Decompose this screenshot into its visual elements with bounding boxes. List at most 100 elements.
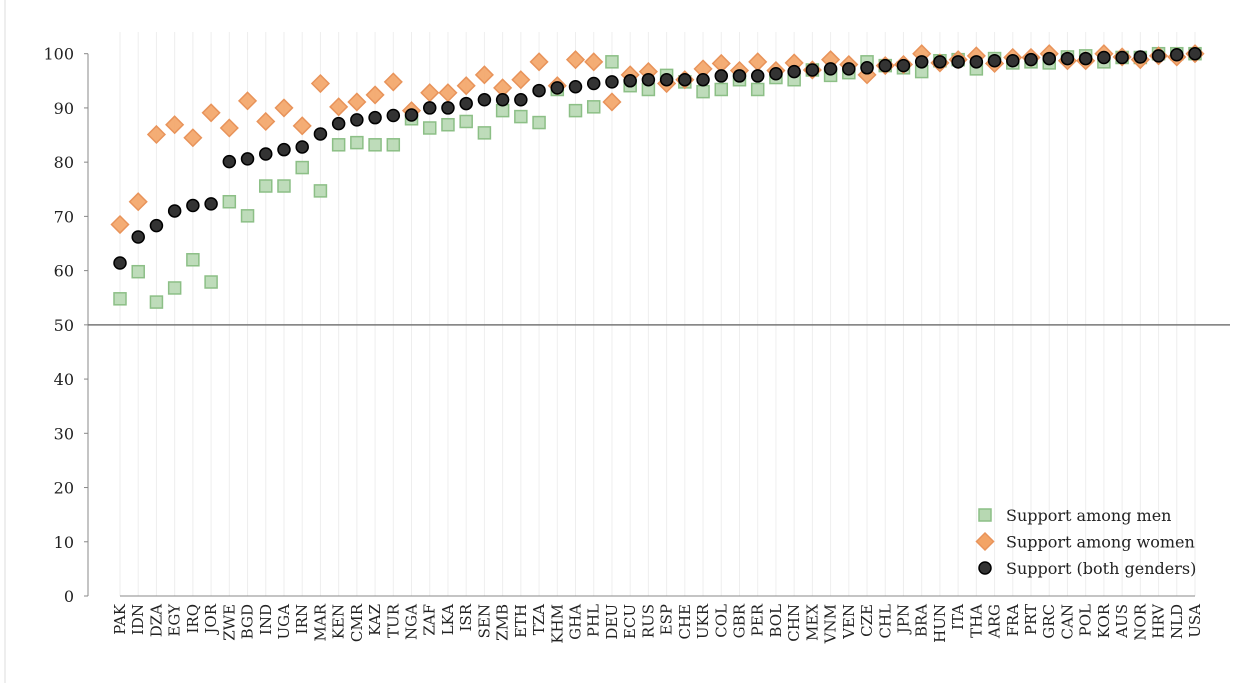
x-tick-label: THA — [967, 604, 985, 638]
x-tick-label: RUS — [639, 604, 657, 638]
marker-diamond — [201, 103, 221, 123]
x-tick-label: AUS — [1113, 604, 1131, 639]
x-tick-label: CHN — [785, 604, 803, 642]
marker-circle — [714, 69, 729, 83]
marker-diamond — [420, 83, 440, 103]
marker-circle — [514, 93, 528, 107]
x-tick-label: ESP — [658, 604, 676, 635]
x-tick-label: ISR — [457, 603, 475, 631]
marker-circle — [969, 55, 984, 69]
marker-circle — [860, 61, 874, 75]
marker-square — [186, 253, 200, 267]
marker-circle — [787, 64, 801, 79]
marker-circle — [732, 69, 747, 83]
marker-square — [277, 179, 291, 193]
x-tick-label: KEN — [330, 604, 348, 639]
marker-circle — [805, 63, 820, 77]
marker-square — [532, 115, 546, 130]
marker-circle — [1188, 46, 1202, 61]
marker-circle — [386, 108, 401, 123]
marker-circle — [277, 142, 291, 157]
x-tick-label: MEX — [803, 604, 821, 641]
marker-circle — [495, 93, 510, 107]
marker-square — [350, 135, 364, 150]
x-tick-label: EGY — [166, 603, 184, 637]
marker-diamond — [511, 70, 531, 90]
x-tick-label: IND — [257, 604, 275, 635]
x-tick-label: CMR — [348, 603, 366, 642]
x-tick-label: KHM — [548, 604, 566, 644]
y-tick-label: 20 — [54, 479, 74, 498]
marker-circle — [441, 101, 455, 115]
marker-circle — [532, 83, 546, 98]
x-tick-label: BGD — [239, 604, 257, 639]
y-tick-label: 30 — [54, 424, 74, 443]
marker-circle — [678, 72, 692, 87]
x-tick-label: ETH — [512, 604, 530, 638]
marker-square — [568, 103, 583, 118]
marker-square — [368, 138, 382, 152]
marker-square — [750, 82, 765, 97]
marker-circle — [368, 110, 382, 125]
x-tick-label: DEU — [603, 604, 621, 640]
marker-circle — [1060, 51, 1075, 66]
marker-diamond — [183, 128, 203, 148]
marker-diamond — [310, 73, 330, 94]
x-tick-label: PAK — [111, 603, 129, 635]
x-tick-label: ITA — [949, 604, 967, 630]
x-tick-label: IRN — [293, 604, 311, 634]
x-tick-label: NOR — [1131, 603, 1149, 640]
marker-square — [441, 117, 455, 132]
x-tick-label: COL — [712, 604, 730, 638]
marker-square — [714, 82, 729, 97]
marker-circle — [131, 230, 145, 244]
marker-circle — [1078, 51, 1093, 66]
x-tick-label: UGA — [275, 604, 293, 640]
x-tick-label: IRQ — [184, 604, 202, 634]
marker-diamond — [565, 50, 586, 70]
marker-square — [240, 209, 255, 223]
x-tick-label: ZAF — [421, 604, 439, 636]
marker-circle — [951, 55, 965, 69]
x-tick-label: PER — [749, 603, 767, 636]
marker-diamond — [456, 76, 476, 96]
marker-square — [459, 114, 473, 129]
marker-diamond — [347, 92, 367, 112]
marker-circle — [1115, 50, 1129, 65]
x-tick-label: VNM — [822, 604, 840, 644]
marker-circle — [113, 256, 127, 270]
x-tick-label: HUN — [931, 604, 949, 643]
marker-circle — [914, 55, 929, 69]
marker-circle — [313, 127, 328, 141]
x-tick-label: SEN — [475, 604, 493, 638]
marker-diamond — [237, 91, 258, 111]
marker-diamond — [256, 111, 276, 132]
marker-circle — [1133, 50, 1148, 64]
marker-circle — [1170, 48, 1184, 62]
y-tick-label: 100 — [43, 45, 74, 64]
y-tick-label: 60 — [54, 262, 74, 281]
x-tick-label: CZE — [858, 604, 876, 637]
marker-diamond — [219, 118, 239, 138]
x-tick-label: IDN — [129, 604, 147, 635]
x-tick-label: ZMB — [494, 604, 512, 641]
marker-diamond — [529, 52, 549, 72]
marker-diamond — [110, 214, 130, 235]
marker-circle — [605, 75, 619, 89]
x-tick-label: CAN — [1058, 604, 1076, 639]
marker-circle — [1006, 53, 1020, 68]
marker-square — [386, 138, 401, 152]
marker-circle — [477, 93, 492, 107]
marker-circle — [295, 140, 309, 154]
x-tick-label: TUR — [384, 603, 402, 638]
marker-square — [131, 264, 145, 279]
marker-square — [978, 508, 992, 522]
legend-label: Support among women — [1006, 533, 1195, 552]
marker-diamond — [365, 85, 385, 105]
x-tick-label: ARG — [986, 604, 1004, 639]
marker-circle — [878, 58, 893, 73]
marker-diamond — [438, 83, 458, 103]
x-tick-label: PRT — [1022, 604, 1040, 635]
y-tick-label: 80 — [54, 153, 74, 172]
